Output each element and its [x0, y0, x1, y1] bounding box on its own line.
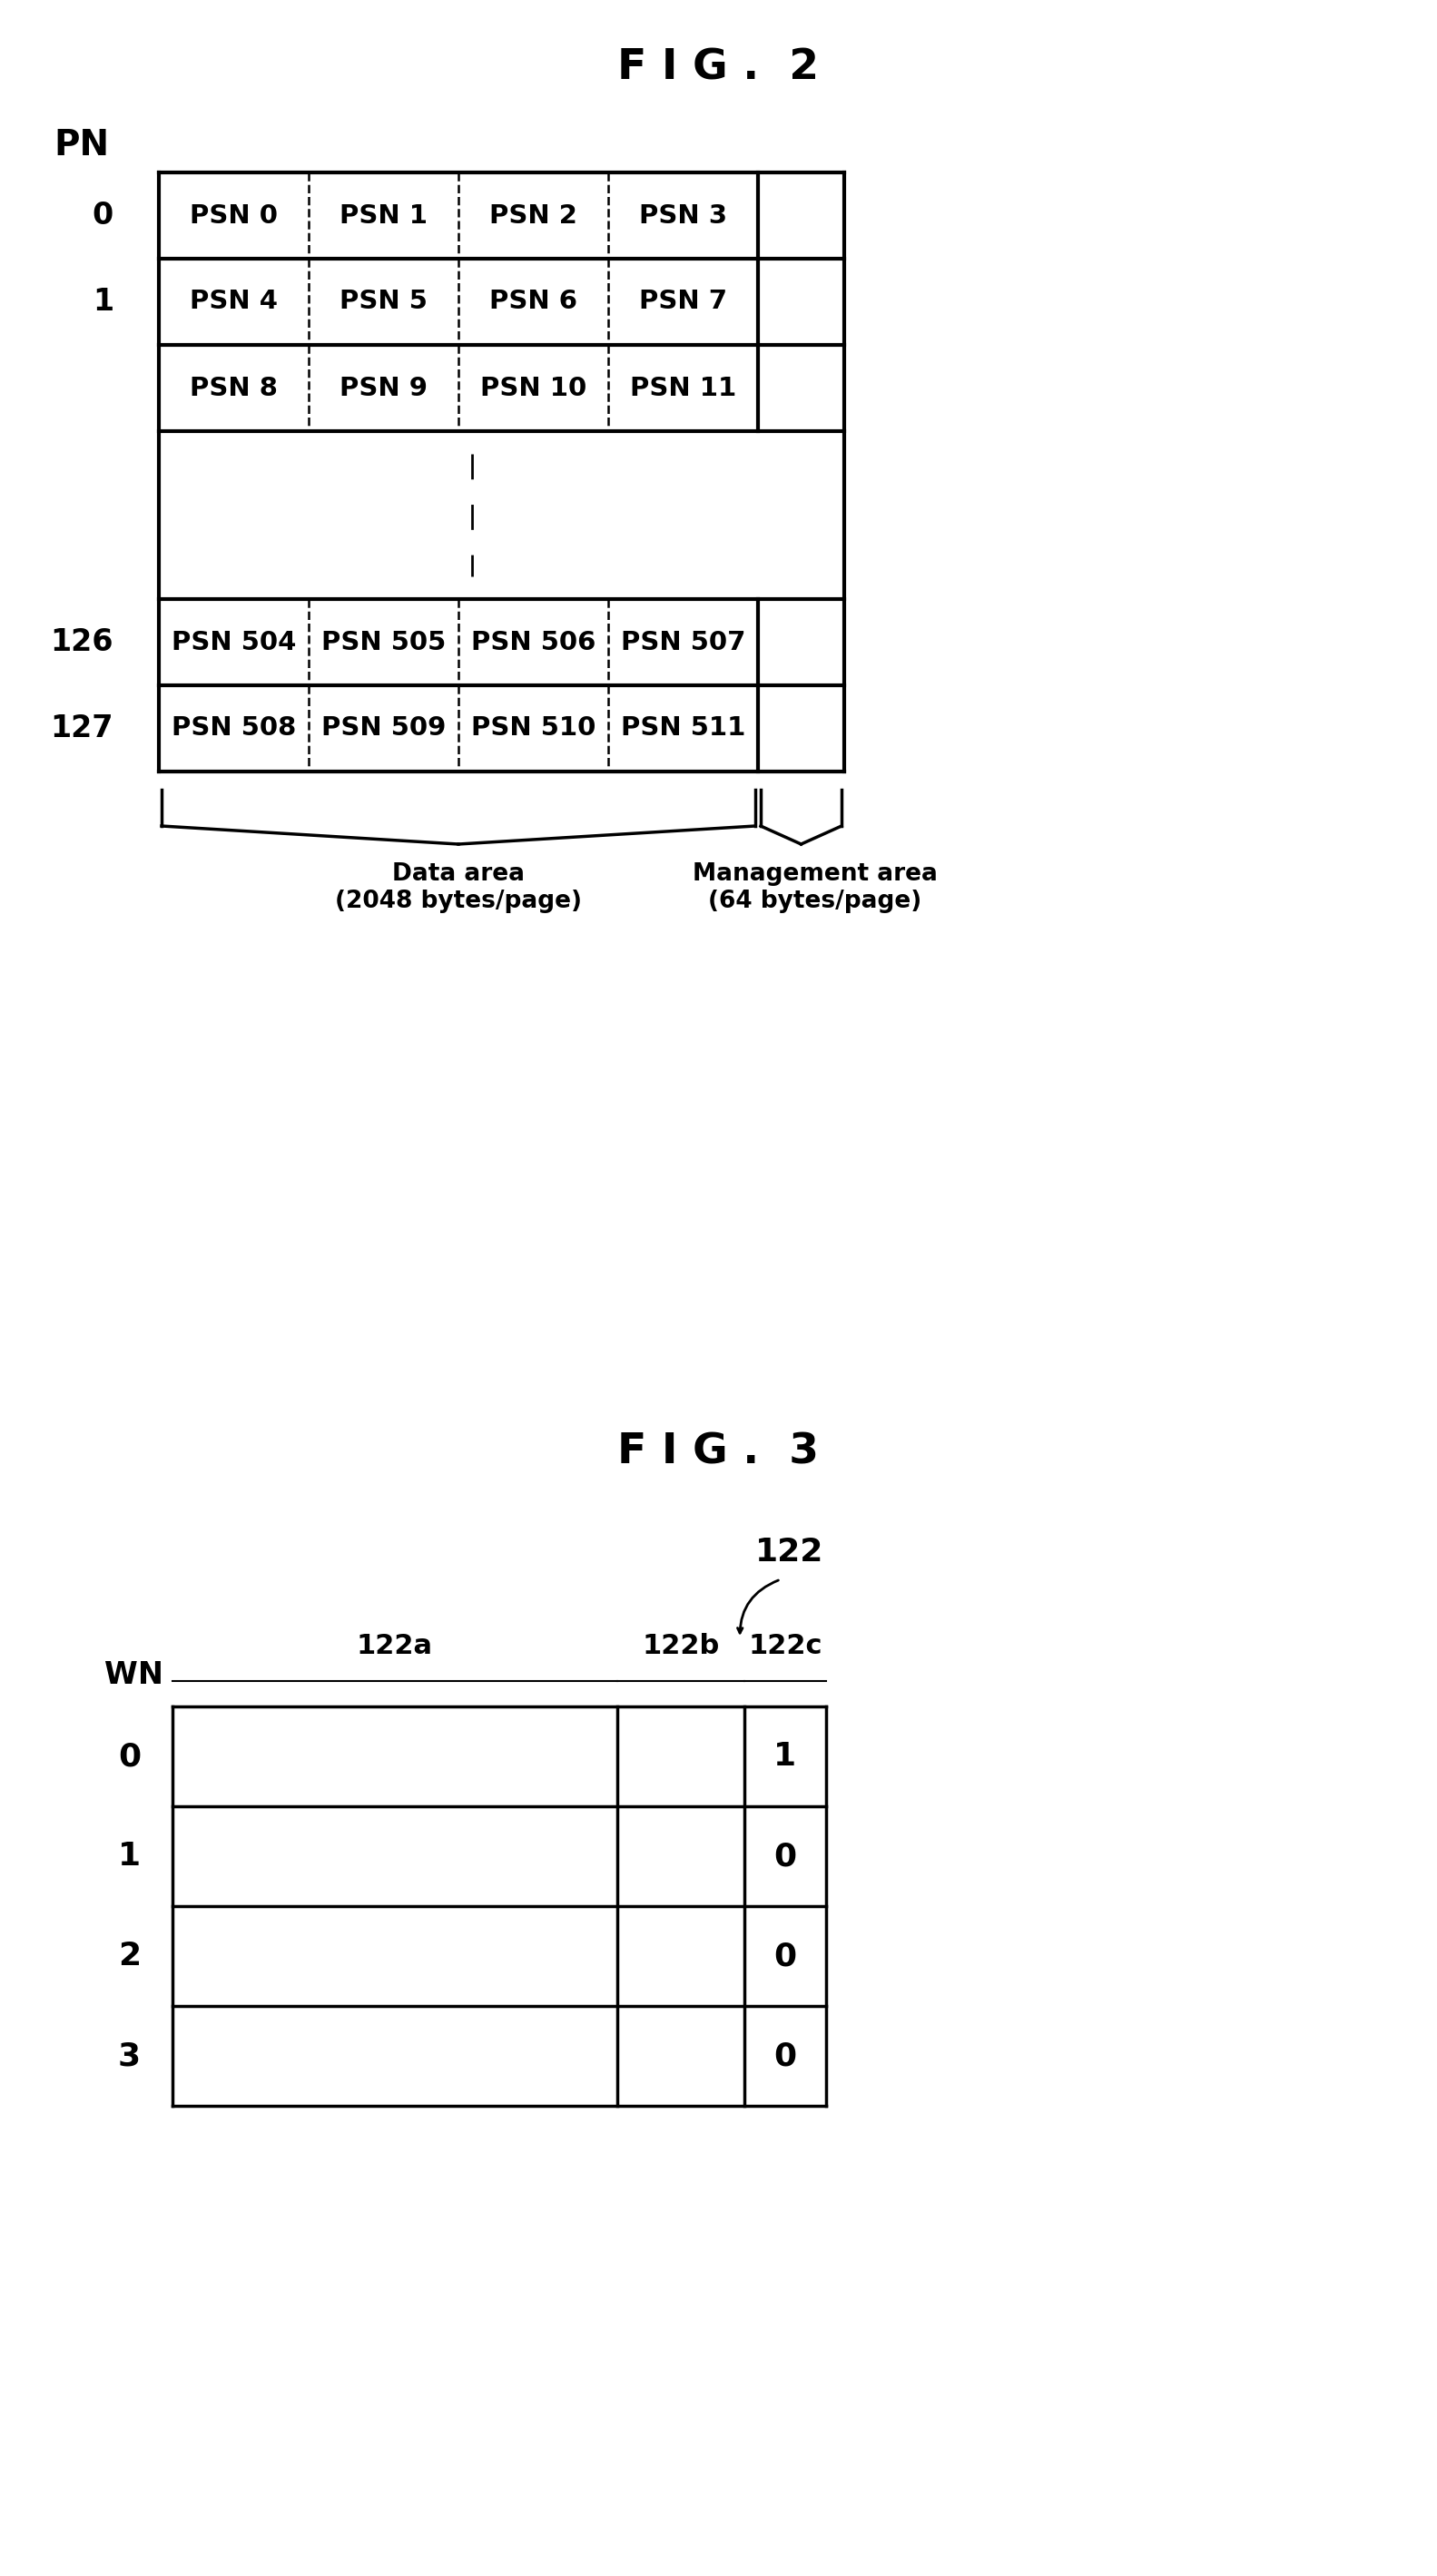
Text: 1: 1 [92, 286, 114, 317]
Text: 122a: 122a [356, 1633, 433, 1659]
Text: Management area
(64 bytes/page): Management area (64 bytes/page) [693, 863, 937, 912]
Text: PSN 4: PSN 4 [190, 289, 277, 314]
Text: F I G .  2: F I G . 2 [618, 46, 819, 88]
Text: 122b: 122b [642, 1633, 720, 1659]
Text: 3: 3 [118, 2040, 141, 2071]
Text: PSN 510: PSN 510 [471, 716, 596, 742]
Text: PSN 506: PSN 506 [471, 629, 596, 654]
Text: PSN 508: PSN 508 [171, 716, 296, 742]
Text: PSN 3: PSN 3 [639, 204, 727, 229]
Text: F I G .  3: F I G . 3 [618, 1432, 819, 1473]
Text: PSN 9: PSN 9 [339, 376, 428, 402]
Text: 127: 127 [50, 714, 114, 744]
Text: WN: WN [105, 1659, 164, 1690]
Text: 0: 0 [773, 2040, 796, 2071]
Text: 0: 0 [92, 201, 114, 229]
Text: 122c: 122c [749, 1633, 822, 1659]
Text: PSN 511: PSN 511 [621, 716, 746, 742]
Text: PN: PN [55, 129, 109, 162]
Text: PSN 7: PSN 7 [639, 289, 727, 314]
Text: PSN 507: PSN 507 [621, 629, 746, 654]
Text: 1: 1 [118, 1842, 141, 1873]
Text: 0: 0 [118, 1741, 141, 1772]
Text: Data area
(2048 bytes/page): Data area (2048 bytes/page) [335, 863, 582, 912]
Text: PSN 10: PSN 10 [480, 376, 586, 402]
Text: PSN 6: PSN 6 [489, 289, 578, 314]
Text: PSN 504: PSN 504 [171, 629, 296, 654]
Text: 126: 126 [50, 626, 114, 657]
Text: 2: 2 [118, 1940, 141, 1971]
Text: 0: 0 [773, 1842, 796, 1873]
Text: 0: 0 [773, 1940, 796, 1971]
Text: PSN 509: PSN 509 [322, 716, 445, 742]
Text: PSN 1: PSN 1 [339, 204, 428, 229]
Text: PSN 0: PSN 0 [190, 204, 277, 229]
Text: PSN 5: PSN 5 [339, 289, 427, 314]
Text: PSN 8: PSN 8 [190, 376, 277, 402]
Text: 122: 122 [756, 1538, 823, 1569]
Text: PSN 2: PSN 2 [490, 204, 578, 229]
Text: PSN 505: PSN 505 [322, 629, 445, 654]
Text: 1: 1 [773, 1741, 796, 1772]
Text: PSN 11: PSN 11 [629, 376, 736, 402]
